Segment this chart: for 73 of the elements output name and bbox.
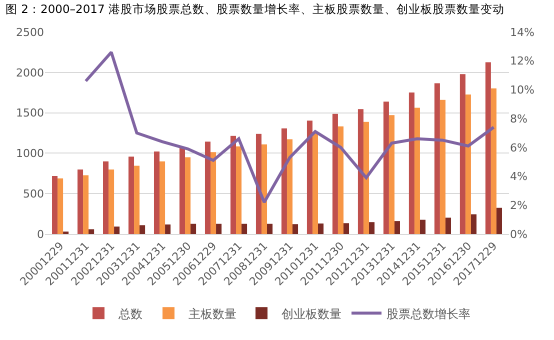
line-series bbox=[84, 50, 496, 204]
y-tick-label: 500 bbox=[23, 187, 44, 200]
bar bbox=[134, 166, 140, 234]
bar bbox=[140, 225, 146, 234]
bar bbox=[496, 208, 502, 234]
bar bbox=[383, 102, 389, 234]
bar bbox=[165, 224, 171, 234]
bar bbox=[78, 170, 84, 234]
bar bbox=[204, 142, 210, 234]
bar bbox=[83, 175, 89, 234]
bar bbox=[358, 109, 364, 234]
legend-label: 创业板数量 bbox=[282, 306, 342, 321]
y2-tick-label: 10% bbox=[510, 84, 534, 97]
bar bbox=[292, 224, 298, 234]
legend-label: 总数 bbox=[118, 306, 142, 321]
bar bbox=[470, 214, 476, 234]
bar bbox=[445, 218, 451, 234]
bar bbox=[242, 224, 248, 234]
bar bbox=[261, 144, 268, 234]
y2-tick-label: 6% bbox=[510, 141, 528, 154]
bar bbox=[440, 100, 446, 234]
bar bbox=[368, 222, 375, 234]
bar bbox=[154, 152, 160, 234]
bar bbox=[306, 120, 312, 234]
y-tick-label: 2000 bbox=[16, 66, 44, 80]
y2-tick-label: 4% bbox=[510, 170, 528, 184]
y2-tick-label: 8% bbox=[510, 112, 528, 126]
bar bbox=[267, 224, 273, 234]
bar bbox=[160, 161, 166, 234]
bar bbox=[256, 134, 262, 234]
bar bbox=[460, 74, 466, 234]
bar bbox=[286, 139, 293, 234]
bar bbox=[281, 128, 287, 234]
bar bbox=[52, 176, 58, 234]
chart-title: 图 2：2000–2017 港股市场股票总数、股票数量增长率、主板股票数量、创业板股票数量变动 bbox=[6, 2, 504, 16]
bar bbox=[58, 178, 64, 234]
y-tick-label: 2500 bbox=[16, 26, 44, 39]
bar bbox=[114, 226, 120, 234]
bar bbox=[312, 133, 318, 234]
bar bbox=[179, 146, 186, 234]
bar bbox=[414, 108, 420, 234]
bar bbox=[103, 161, 109, 234]
bar bbox=[465, 94, 471, 234]
bar bbox=[210, 152, 216, 234]
bar bbox=[420, 220, 426, 234]
legend-label: 主板数量 bbox=[188, 306, 236, 321]
y-tick-label: 1000 bbox=[16, 147, 44, 160]
legend-label: 股票总数增长率 bbox=[386, 306, 470, 321]
y2-tick-label: 0% bbox=[510, 228, 528, 241]
bar bbox=[388, 115, 394, 234]
y2-tick-label: 14% bbox=[510, 26, 534, 39]
bar bbox=[485, 62, 491, 234]
y-tick-label: 0 bbox=[37, 228, 44, 241]
bar bbox=[344, 223, 350, 234]
bar bbox=[185, 157, 191, 234]
bar bbox=[230, 136, 236, 234]
y-tick-label: 1500 bbox=[16, 106, 44, 120]
bar bbox=[338, 126, 344, 234]
bar bbox=[236, 146, 242, 234]
bar bbox=[216, 224, 222, 234]
bar bbox=[363, 122, 369, 234]
bar bbox=[434, 83, 440, 234]
bar bbox=[108, 170, 114, 234]
bar bbox=[490, 88, 496, 234]
bar bbox=[88, 229, 94, 234]
bar bbox=[408, 92, 414, 234]
bar bbox=[318, 224, 324, 234]
y2-tick-label: 12% bbox=[510, 54, 534, 68]
bar bbox=[190, 224, 196, 234]
bar bbox=[128, 156, 134, 234]
y2-tick-label: 2% bbox=[510, 198, 528, 212]
bar bbox=[332, 114, 338, 234]
bar bbox=[394, 221, 400, 234]
